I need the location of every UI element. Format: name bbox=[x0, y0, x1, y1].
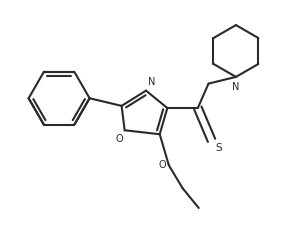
Text: N: N bbox=[148, 77, 156, 87]
Text: O: O bbox=[158, 160, 166, 170]
Text: N: N bbox=[232, 82, 240, 92]
Text: O: O bbox=[116, 134, 123, 144]
Text: S: S bbox=[215, 143, 222, 153]
